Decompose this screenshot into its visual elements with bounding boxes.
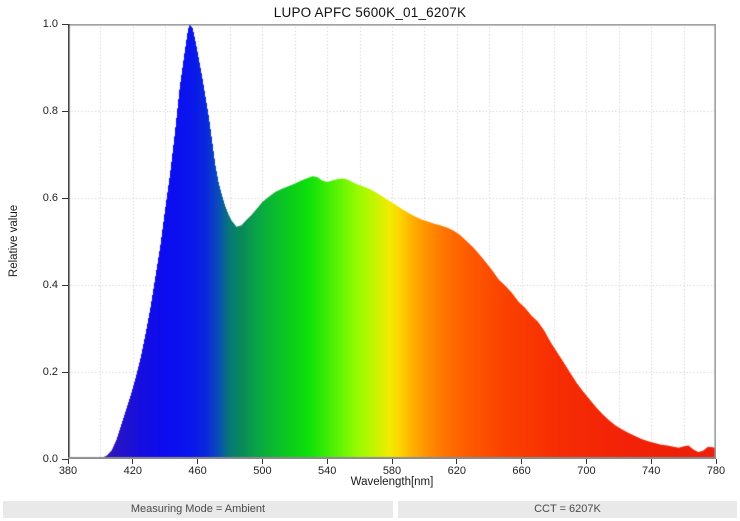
x-tick-label: 460 xyxy=(188,465,207,477)
y-tick-label: 0.6 xyxy=(42,191,58,204)
footer-cell-cct: CCT = 6207K xyxy=(398,501,737,518)
chart-title: LUPO APFC 5600K_01_6207K xyxy=(273,5,467,20)
x-tick-mark xyxy=(650,459,652,464)
x-tick-mark xyxy=(715,459,717,464)
x-tick-label: 500 xyxy=(253,465,272,477)
y-axis-label: Relative value xyxy=(8,204,20,278)
y-tick-mark xyxy=(62,371,68,373)
x-tick-label: 620 xyxy=(447,465,466,477)
y-tick-mark xyxy=(62,110,68,112)
x-tick-mark xyxy=(197,459,199,464)
x-tick-mark xyxy=(326,459,328,464)
y-tick-mark xyxy=(62,284,68,286)
x-tick-mark xyxy=(585,459,587,464)
y-tick-mark xyxy=(62,23,68,25)
plot-area xyxy=(68,24,716,459)
y-tick-mark xyxy=(62,458,68,460)
footer-cell-measuring-mode: Measuring Mode = Ambient xyxy=(3,501,393,518)
x-tick-mark xyxy=(67,459,69,464)
x-tick-mark xyxy=(456,459,458,464)
x-tick-label: 740 xyxy=(642,465,661,477)
x-tick-label: 780 xyxy=(706,465,726,477)
x-tick-label: 660 xyxy=(512,465,531,477)
y-tick-label: 1.0 xyxy=(42,17,58,30)
x-tick-label: 700 xyxy=(577,465,596,477)
x-tick-label: 580 xyxy=(382,465,402,477)
x-tick-mark xyxy=(391,459,393,464)
x-tick-label: 420 xyxy=(123,465,142,477)
spectrum-canvas xyxy=(68,24,716,459)
y-tick-label: 0.8 xyxy=(42,104,58,117)
x-tick-mark xyxy=(521,459,523,464)
x-tick-mark xyxy=(132,459,134,464)
y-tick-mark xyxy=(62,197,68,199)
x-tick-label: 380 xyxy=(58,465,78,477)
y-tick-label: 0.2 xyxy=(42,365,58,378)
x-tick-label: 540 xyxy=(318,465,337,477)
y-tick-label: 0.4 xyxy=(42,278,58,291)
y-tick-label: 0.0 xyxy=(42,452,58,465)
x-axis-label: Wavelength[nm] xyxy=(350,476,434,488)
x-tick-mark xyxy=(261,459,263,464)
